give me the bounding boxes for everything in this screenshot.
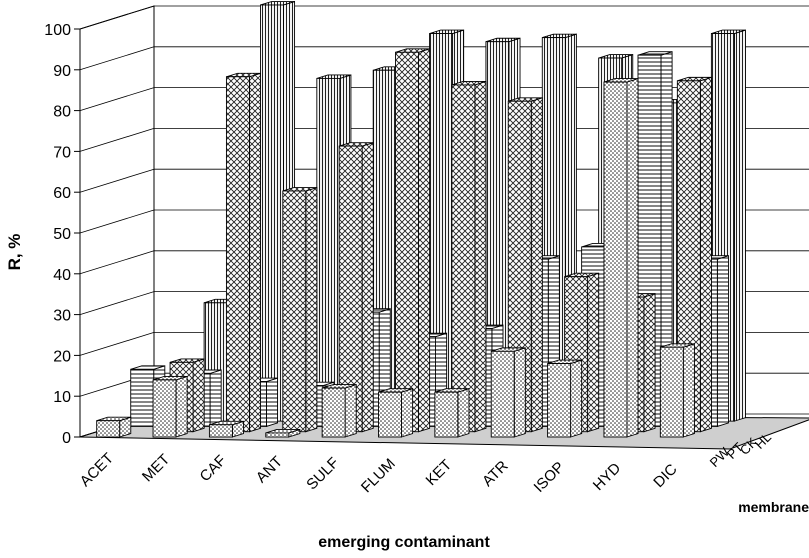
gridline-side bbox=[79, 291, 155, 315]
bar-front bbox=[451, 84, 476, 433]
x-axis-labels: ACET MET CAF ANT SULF FLUM KET ATR ISOP HYD DIC bbox=[77, 450, 681, 496]
bar-front bbox=[282, 190, 307, 433]
bar-PT-CAF bbox=[225, 72, 261, 433]
bar-side bbox=[733, 29, 746, 422]
bar-side bbox=[401, 388, 414, 438]
bar-PT-ANT bbox=[282, 186, 318, 433]
bar-PT-FLUM bbox=[395, 48, 431, 433]
bar-front bbox=[378, 391, 402, 438]
bar-PW-FLUM bbox=[378, 388, 414, 438]
bar-PW-HYD bbox=[603, 77, 639, 438]
bar-front bbox=[395, 51, 419, 433]
bar-side bbox=[513, 347, 526, 438]
bar-side bbox=[265, 377, 278, 428]
bar-PW-ATR bbox=[490, 347, 526, 438]
bar-front bbox=[547, 363, 572, 438]
bar-side bbox=[570, 359, 583, 438]
y-tick-label: 10 bbox=[53, 389, 71, 406]
x-tick-label: ISOP bbox=[531, 459, 568, 496]
bar-PW-DIC bbox=[659, 343, 695, 438]
bar-front bbox=[130, 368, 155, 427]
bar-front bbox=[321, 387, 346, 438]
bar-front bbox=[265, 432, 290, 438]
gridline-side bbox=[79, 332, 155, 356]
bar-PW-ISOP bbox=[547, 359, 583, 438]
bar-front bbox=[208, 424, 233, 438]
bar-front bbox=[225, 76, 250, 433]
z-axis-title: membrane bbox=[738, 499, 809, 515]
gridline-side bbox=[79, 46, 155, 71]
bar-side bbox=[474, 80, 487, 433]
gridline-side bbox=[79, 168, 155, 193]
bar-PW-KET bbox=[434, 388, 470, 438]
bar-side bbox=[457, 388, 470, 438]
bar-side bbox=[175, 375, 188, 438]
bar-PW-ANT bbox=[265, 428, 301, 438]
bar-front bbox=[490, 350, 515, 438]
x-tick-label: ACET bbox=[77, 450, 117, 490]
bar-side bbox=[418, 48, 431, 433]
y-tick-label: 80 bbox=[53, 104, 71, 121]
x-tick-label: MET bbox=[139, 451, 173, 485]
y-tick-label: 20 bbox=[53, 348, 71, 365]
bar-side bbox=[716, 255, 729, 428]
bar-side bbox=[682, 343, 695, 438]
x-tick-label: ATR bbox=[479, 457, 512, 490]
x-tick-label: ANT bbox=[253, 453, 286, 486]
bar-front bbox=[659, 346, 684, 438]
y-tick-label: 100 bbox=[44, 22, 71, 39]
gridline-side bbox=[79, 250, 155, 275]
bar-side bbox=[192, 358, 205, 433]
bar-side bbox=[209, 369, 222, 428]
x-tick-label: CAF bbox=[197, 452, 230, 485]
y-tick-label: 0 bbox=[62, 430, 71, 447]
bar-side bbox=[361, 142, 374, 433]
bar-side bbox=[344, 383, 357, 438]
gridline-side bbox=[79, 209, 155, 234]
y-tick-label: 30 bbox=[53, 308, 71, 325]
bars bbox=[96, 0, 746, 438]
bar-PW-CAF bbox=[208, 420, 244, 438]
bar-front bbox=[434, 391, 459, 438]
gridline-side bbox=[79, 5, 155, 30]
bar-front bbox=[260, 4, 284, 422]
y-axis-title: R, % bbox=[5, 234, 24, 271]
y-tick-label: 50 bbox=[53, 226, 71, 243]
x-axis-title: emerging contaminant bbox=[318, 534, 490, 551]
y-axis: 0 10 20 30 40 50 60 70 80 90 100 bbox=[44, 22, 81, 447]
bar-PT-KET bbox=[451, 80, 487, 433]
bar-side bbox=[626, 77, 639, 438]
y-tick-label: 70 bbox=[53, 144, 71, 161]
y-tick-label: 40 bbox=[53, 267, 71, 284]
bar-PT-SULF bbox=[338, 142, 374, 433]
bar-front bbox=[603, 81, 628, 438]
bar-PW-SULF bbox=[321, 383, 357, 438]
x-tick-label: FLUM bbox=[358, 455, 399, 496]
gridline-side bbox=[79, 128, 155, 152]
bar-side bbox=[699, 76, 712, 433]
y-tick-label: 60 bbox=[53, 185, 71, 202]
bar-front bbox=[316, 77, 341, 422]
x-tick-label: SULF bbox=[303, 454, 342, 493]
bar-side bbox=[587, 272, 600, 433]
y-tick-label: 90 bbox=[53, 63, 71, 80]
bar-front bbox=[96, 420, 121, 438]
bar-side bbox=[530, 97, 543, 433]
gridline-side bbox=[79, 87, 155, 111]
bar-PW-MET bbox=[152, 375, 188, 438]
x-tick-label: KET bbox=[423, 456, 456, 489]
bar-front bbox=[152, 379, 177, 438]
x-tick-label: HYD bbox=[590, 460, 625, 495]
bar-side bbox=[248, 72, 261, 433]
bar-side bbox=[305, 186, 318, 433]
bar-PW-ACET bbox=[96, 416, 132, 438]
x-tick-label: DIC bbox=[650, 461, 680, 491]
bar-side bbox=[643, 293, 656, 433]
